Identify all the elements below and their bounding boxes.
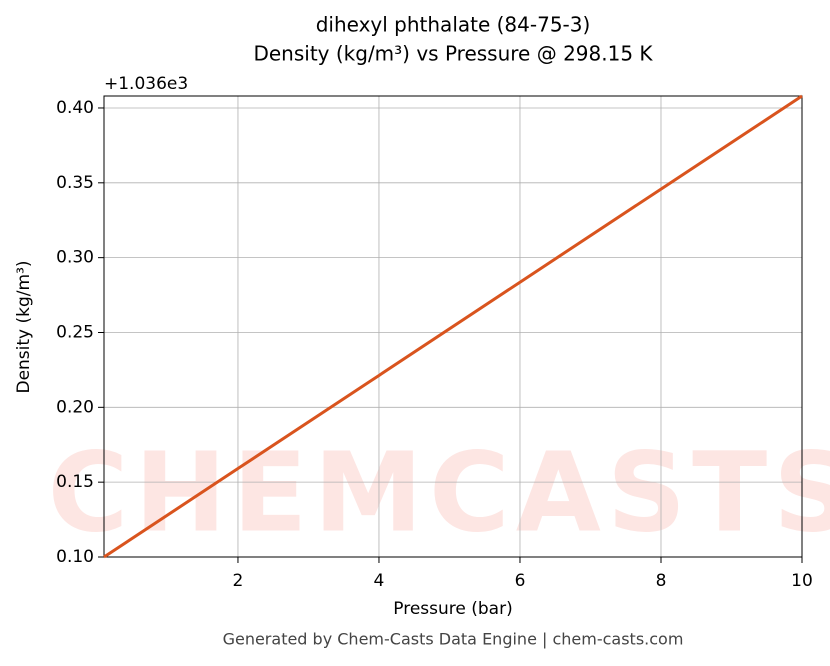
y-axis-label: Density (kg/m³) xyxy=(14,260,34,393)
plot-frame xyxy=(103,95,803,558)
x-tick-label: 4 xyxy=(374,571,385,591)
x-axis-label: Pressure (bar) xyxy=(393,599,512,619)
y-tick-label: 0.15 xyxy=(56,472,94,492)
x-tick-label: 6 xyxy=(515,571,526,591)
y-tick-label: 0.20 xyxy=(56,397,94,417)
x-tick-label: 10 xyxy=(791,571,813,591)
watermark: CHEMCASTS xyxy=(48,428,830,556)
y-tick-label: 0.40 xyxy=(56,98,94,118)
y-tick-label: 0.25 xyxy=(56,322,94,342)
offset-label: +1.036e3 xyxy=(104,74,188,94)
x-tick-label: 2 xyxy=(233,571,244,591)
data-line xyxy=(103,94,803,559)
x-tick-label: 8 xyxy=(656,571,667,591)
y-tick-label: 0.10 xyxy=(56,547,94,567)
y-tick-label: 0.35 xyxy=(56,173,94,193)
chart-subtitle: Density (kg/m³) vs Pressure @ 298.15 K xyxy=(253,42,653,66)
footer: Generated by Chem-Casts Data Engine | ch… xyxy=(223,630,684,649)
chart-title: dihexyl phthalate (84-75-3) xyxy=(316,13,591,37)
y-tick-label: 0.30 xyxy=(56,248,94,268)
